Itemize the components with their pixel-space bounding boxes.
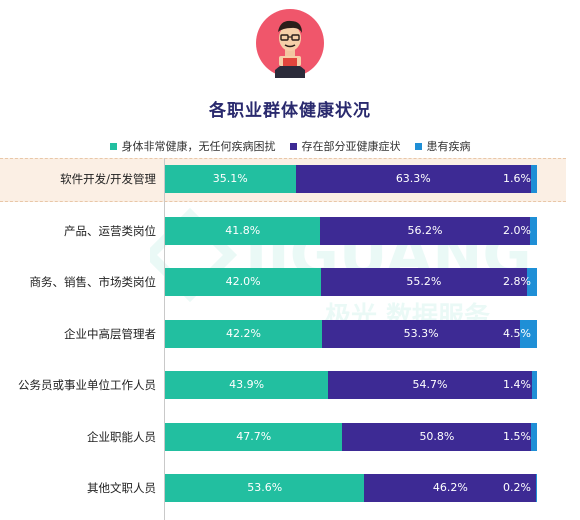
data-label: 1.4% [503, 378, 531, 391]
data-label: 4.5% [503, 327, 531, 340]
data-label: 63.3% [395, 172, 431, 185]
bar-segment [531, 165, 537, 193]
data-label: 53.3% [403, 327, 439, 340]
legend-item-disease: 患有疾病 [414, 138, 471, 154]
bar-segment [529, 217, 537, 245]
category-label: 商务、销售、市场类岗位 [29, 275, 157, 289]
bar-segment [526, 268, 537, 296]
legend-item-subhealth: 存在部分亚健康症状 [289, 138, 401, 154]
legend-swatch-healthy [109, 142, 117, 150]
data-label: 1.6% [503, 172, 531, 185]
bar-segment [295, 165, 532, 193]
bar-segment [320, 217, 530, 245]
category-label: 公务员或事业单位工作人员 [18, 378, 156, 392]
bar-segment [328, 371, 532, 399]
data-label: 56.2% [407, 224, 443, 237]
legend-label-disease: 患有疾病 [426, 140, 471, 153]
data-label: 0.2% [503, 481, 531, 494]
legend-swatch-disease [414, 142, 422, 150]
category-label: 软件开发/开发管理 [60, 172, 156, 186]
data-label: 42.0% [225, 275, 261, 288]
bar-segment [165, 423, 343, 451]
bar-segment [520, 320, 537, 348]
bar-segment [531, 423, 537, 451]
data-label: 53.6% [247, 481, 283, 494]
data-label: 2.0% [503, 224, 531, 237]
legend-label-subhealth: 存在部分亚健康症状 [301, 140, 401, 153]
legend-swatch-subhealth [289, 142, 297, 150]
chart-title: 各职业群体健康状况 [209, 101, 371, 121]
bar-segment [165, 165, 296, 193]
data-label: 35.1% [212, 172, 248, 185]
bar-segment [165, 268, 322, 296]
bar-segment [321, 268, 527, 296]
data-label: 47.7% [236, 430, 272, 443]
data-label: 1.5% [503, 430, 531, 443]
data-label: 42.2% [226, 327, 261, 340]
data-label: 2.8% [503, 275, 531, 288]
developer-avatar-icon [256, 9, 324, 78]
bar-segment [165, 474, 365, 502]
bar-segment [536, 474, 537, 502]
data-label: 50.8% [419, 430, 455, 443]
data-label: 41.8% [225, 224, 261, 237]
data-label: 55.2% [406, 275, 442, 288]
category-label: 企业中高层管理者 [64, 327, 156, 341]
data-label: 54.7% [412, 378, 448, 391]
legend: 身体非常健康，无任何疾病困扰 存在部分亚健康症状 患有疾病 [0, 138, 580, 154]
category-label: 产品、运营类岗位 [64, 224, 156, 238]
legend-label-healthy: 身体非常健康，无任何疾病困扰 [121, 140, 276, 153]
bar-segment [165, 217, 321, 245]
data-label: 46.2% [432, 481, 468, 494]
data-label: 43.9% [229, 378, 265, 391]
legend-item-healthy: 身体非常健康，无任何疾病困扰 [109, 138, 276, 154]
bar-segment [165, 371, 329, 399]
bar-segment [342, 423, 532, 451]
bar-segment [531, 371, 537, 399]
bar-segment [364, 474, 537, 502]
category-label: 企业职能人员 [87, 430, 156, 444]
category-label: 其他文职人员 [87, 481, 156, 495]
bar-segment [165, 320, 322, 348]
category-axis-line [164, 158, 165, 520]
bar-segment [321, 320, 521, 348]
